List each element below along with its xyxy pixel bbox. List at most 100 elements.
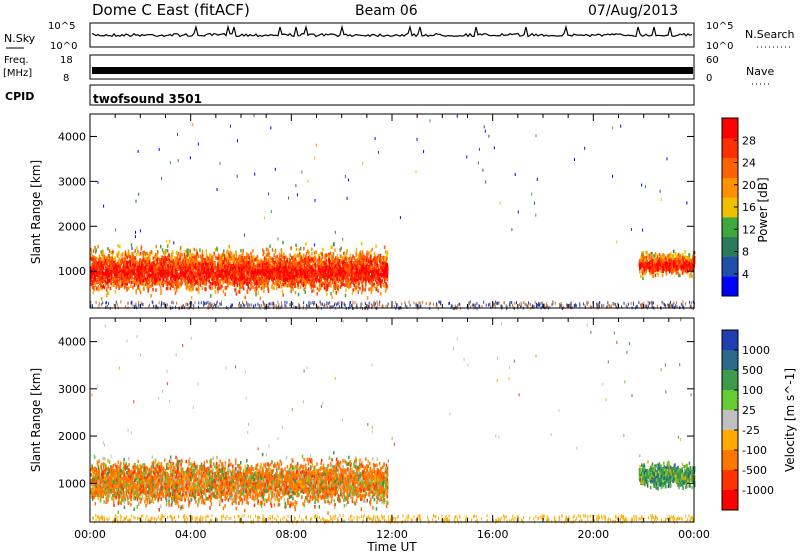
data-cell [339, 276, 342, 281]
data-cell [211, 286, 214, 290]
data-cell [230, 257, 232, 262]
data-cell [326, 292, 328, 296]
data-cell [150, 262, 153, 267]
data-cell [256, 286, 258, 291]
data-cell [254, 288, 257, 292]
data-cell [350, 279, 352, 284]
data-cell [344, 279, 347, 283]
data-cell [191, 252, 194, 257]
data-cell [196, 251, 199, 256]
data-cell [239, 286, 241, 290]
data-cell [225, 256, 227, 261]
data-cell [169, 264, 172, 269]
data-cell [267, 248, 270, 252]
data-cell [128, 277, 130, 282]
data-cell [286, 272, 289, 277]
data-cell [138, 252, 141, 257]
data-cell [175, 284, 178, 288]
data-cell [118, 257, 121, 262]
data-cell [330, 245, 332, 249]
data-cell [357, 290, 359, 294]
data-cell [357, 254, 359, 258]
data-cell [299, 253, 301, 258]
data-cell [107, 247, 109, 251]
data-cell [201, 275, 203, 280]
data-cell [175, 269, 177, 273]
data-cell [99, 260, 102, 264]
data-cell [376, 285, 378, 289]
data-cell [345, 265, 347, 269]
data-cell [358, 281, 360, 286]
data-cell [242, 252, 244, 256]
data-cell [349, 253, 352, 257]
data-cell [282, 282, 284, 286]
data-cell [264, 276, 266, 281]
data-cell [370, 274, 373, 279]
data-cell [281, 263, 284, 267]
data-cell [369, 264, 371, 269]
data-cell [111, 283, 113, 287]
data-cell [292, 287, 294, 292]
data-cell [168, 272, 170, 277]
data-cell [229, 250, 232, 254]
data-cell [325, 288, 328, 292]
data-cell [249, 265, 252, 269]
data-cell [328, 274, 330, 278]
data-cell [90, 254, 92, 258]
data-cell [174, 256, 176, 260]
data-cell [270, 264, 272, 268]
data-cell [318, 288, 320, 292]
data-cell [181, 260, 184, 265]
data-cell [186, 286, 188, 291]
data-cell [115, 285, 117, 289]
data-cell [93, 271, 95, 276]
data-cell [220, 286, 222, 290]
data-cell [312, 269, 315, 273]
data-cell [103, 285, 105, 290]
data-cell [132, 255, 135, 260]
data-cell [357, 278, 360, 282]
data-cell [226, 250, 228, 254]
data-cell [299, 272, 302, 276]
data-cell [246, 252, 248, 256]
data-cell [192, 287, 194, 291]
data-cell [186, 276, 189, 281]
data-cell [263, 268, 266, 273]
data-cell [126, 287, 129, 291]
data-cell [324, 261, 326, 265]
data-cell [227, 255, 229, 260]
data-cell [152, 275, 155, 279]
nsky-label: N.Sky [4, 32, 36, 45]
data-cell [164, 250, 167, 255]
data-cell [157, 250, 159, 254]
data-cell [279, 270, 282, 275]
freq-ytick-top: 18 [60, 55, 73, 66]
data-cell [195, 255, 197, 259]
data-cell [358, 274, 361, 279]
data-cell [142, 287, 145, 291]
data-cell [343, 274, 345, 279]
data-cell [295, 261, 297, 266]
data-cell [227, 267, 230, 271]
data-cell [305, 242, 307, 246]
data-cell [233, 260, 235, 265]
data-cell [276, 254, 278, 259]
data-cell [340, 255, 342, 259]
data-cell [318, 279, 320, 283]
data-cell [345, 251, 348, 255]
data-cell [197, 265, 200, 269]
data-cell [268, 255, 271, 260]
data-cell [335, 285, 337, 289]
data-cell [190, 258, 192, 262]
data-cell [281, 277, 284, 282]
data-cell [219, 254, 221, 258]
data-cell [229, 278, 231, 283]
data-cell [145, 256, 147, 261]
data-cell [176, 274, 179, 279]
data-cell [121, 280, 124, 284]
data-cell [184, 262, 186, 267]
data-cell [365, 282, 367, 286]
data-cell [323, 266, 326, 270]
data-cell [255, 256, 258, 261]
data-cell [377, 289, 379, 293]
